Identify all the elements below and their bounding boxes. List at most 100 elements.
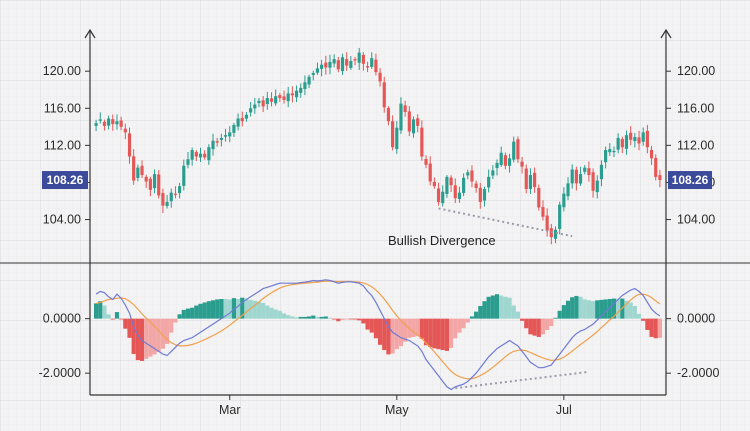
macd-histogram-bar — [649, 318, 654, 337]
macd-histogram-bar — [394, 318, 399, 350]
macd-histogram-bar — [599, 299, 604, 319]
candle-body — [495, 162, 499, 169]
macd-histogram-bar — [202, 302, 207, 319]
candle-body — [528, 175, 533, 189]
candle-body — [553, 229, 558, 239]
candle-body — [395, 127, 399, 150]
candle-body — [566, 183, 570, 197]
macd-histogram-bar — [298, 316, 303, 319]
macd-histogram-bar — [269, 307, 274, 319]
candle-body — [294, 90, 299, 98]
candle-body — [324, 62, 328, 68]
macd-histogram-bar — [465, 318, 470, 323]
last-price-badge-left-text: 108.26 — [47, 173, 84, 187]
macd-histogram-bar — [528, 318, 533, 335]
candle-body — [144, 176, 148, 182]
candle-body — [558, 204, 562, 229]
candle-body — [190, 150, 194, 160]
candle-body — [591, 172, 595, 191]
macd-histogram-bar — [252, 300, 257, 319]
candle-body — [499, 152, 503, 165]
candle-body — [257, 100, 261, 104]
candle-body — [328, 61, 332, 68]
candle-body — [211, 140, 215, 150]
macd-histogram-bar — [570, 297, 575, 319]
macd-histogram-bar — [311, 315, 316, 319]
candle-body — [361, 54, 365, 64]
macd-histogram-bar — [616, 298, 621, 319]
candle-body — [119, 120, 123, 127]
macd-histogram-bar — [185, 308, 191, 319]
candle-body — [399, 103, 403, 131]
macd-histogram-bar — [194, 305, 199, 319]
macd-histogram-bar — [565, 300, 571, 319]
candle-body — [232, 124, 236, 133]
candle-body — [194, 152, 198, 157]
candle-body — [482, 188, 487, 201]
macd-histogram-bar — [236, 299, 241, 319]
macd-histogram-bar — [277, 310, 282, 319]
candle-body — [382, 82, 386, 108]
right-axis-arrow-icon — [660, 28, 672, 39]
macd-histogram-bar — [632, 305, 637, 319]
macd-histogram-bar — [461, 318, 466, 329]
candle-body — [595, 180, 599, 193]
macd-histogram-bar — [382, 318, 387, 351]
candle-body — [578, 174, 583, 184]
candle-body — [432, 181, 436, 187]
macd-histogram-bar — [244, 298, 249, 319]
macd-histogram-bar — [177, 314, 182, 319]
macd-histogram-bar — [261, 302, 266, 319]
price-panel — [94, 47, 662, 245]
candle-body — [616, 137, 620, 150]
candle-body — [374, 59, 378, 73]
price-tick-label-left: 104.00 — [43, 213, 81, 227]
macd-histogram-bar — [135, 318, 140, 361]
candle-body — [378, 72, 382, 82]
macd-histogram-bar — [215, 299, 220, 319]
candle-body — [491, 170, 495, 176]
macd-histogram-bar — [378, 318, 383, 345]
macd-histogram-bar — [336, 318, 341, 322]
candle-body — [345, 59, 349, 66]
candle-body — [132, 156, 136, 181]
macd-histogram-bar — [595, 300, 600, 319]
candle-body — [545, 215, 549, 231]
macd-histogram-bar — [549, 318, 554, 327]
labels: Bullish Divergence104.00104.00108.00108.… — [39, 64, 720, 417]
last-price-badge-left — [42, 171, 88, 190]
candle-body — [274, 96, 278, 104]
candle-body — [570, 169, 574, 184]
macd-histogram-bar — [561, 305, 566, 319]
candle-body — [215, 141, 219, 143]
candle-body — [407, 111, 411, 132]
macd-histogram-bar — [290, 316, 295, 319]
macd-histogram-bar — [582, 299, 587, 319]
macd-histogram-bar — [106, 314, 111, 319]
macd-histogram-bar — [545, 318, 550, 330]
macd-histogram-bar — [432, 318, 437, 349]
candle-body — [349, 60, 353, 68]
candle-body — [516, 139, 520, 160]
macd-histogram-bar — [474, 311, 479, 319]
candle-body — [236, 118, 240, 127]
macd-histogram-bar — [332, 318, 337, 320]
candle-body — [474, 183, 478, 189]
candle-body — [186, 159, 190, 165]
last-price-badge-right-text: 108.26 — [672, 173, 709, 187]
macd-histogram-bar — [628, 302, 633, 319]
price-tick-label-right: 120.00 — [677, 64, 715, 78]
candle-body — [470, 170, 474, 182]
macd-line — [95, 279, 661, 391]
macd-histogram-bar — [507, 297, 512, 319]
macd-histogram-bar — [123, 318, 128, 329]
macd-tick-label-left: 0.0000 — [43, 312, 81, 326]
macd-histogram-bar — [398, 318, 404, 347]
candle-body — [645, 130, 649, 148]
macd-histogram-bar — [281, 313, 287, 319]
candle-body — [94, 123, 98, 126]
candle-body — [357, 52, 361, 63]
candle-body — [403, 105, 407, 112]
macd-histogram-bar — [499, 295, 504, 319]
